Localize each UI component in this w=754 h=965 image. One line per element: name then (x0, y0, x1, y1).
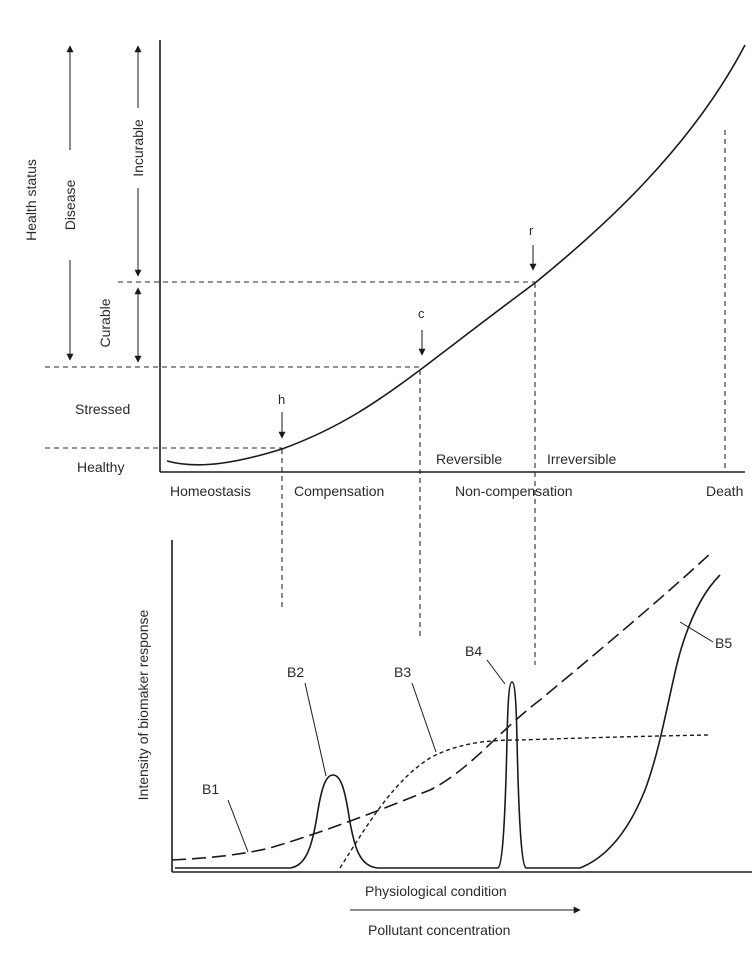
healthy-label: Healthy (77, 459, 124, 475)
b4-curve (497, 681, 580, 869)
b5-curve (579, 574, 721, 869)
disease-label-bg (60, 150, 80, 260)
incurable-label-bg (128, 108, 148, 188)
b5-leader (679, 621, 714, 643)
reversible-label: Reversible (436, 451, 502, 467)
disease-label: Disease (62, 180, 78, 231)
stage-homeostasis: Homeostasis (170, 483, 251, 499)
irreversible-label: Irreversible (547, 451, 616, 467)
marker-h: h (278, 392, 285, 407)
health-status-title: Health status (23, 159, 39, 241)
curable-label-bg (94, 292, 116, 354)
b3-label: B3 (394, 664, 411, 680)
b4-leader (486, 659, 506, 685)
b1-label: B1 (202, 781, 219, 797)
stage-compensation: Compensation (294, 483, 384, 499)
b2-curve (175, 774, 498, 869)
stage-non-compensation: Non-compensation (455, 483, 573, 499)
biomarker-intensity-title: Intensity of biomaker response (135, 609, 151, 800)
stressed-label: Stressed (75, 401, 130, 417)
curable-label: Curable (97, 298, 113, 347)
b2-leader (304, 682, 327, 777)
marker-r: r (529, 223, 534, 238)
stage-death: Death (706, 483, 743, 499)
b5-label: B5 (715, 635, 732, 651)
b3-curve (339, 734, 709, 869)
incurable-label: Incurable (130, 119, 146, 177)
physiological-condition-label: Physiological condition (365, 883, 507, 899)
b4-label: B4 (465, 643, 482, 659)
b3-leader (411, 682, 437, 753)
b2-label: B2 (287, 664, 304, 680)
health-curve (166, 44, 746, 466)
pollutant-concentration-label: Pollutant concentration (368, 922, 510, 938)
b1-curve (171, 551, 713, 861)
b1-leader (227, 799, 249, 853)
marker-c: c (418, 306, 425, 321)
